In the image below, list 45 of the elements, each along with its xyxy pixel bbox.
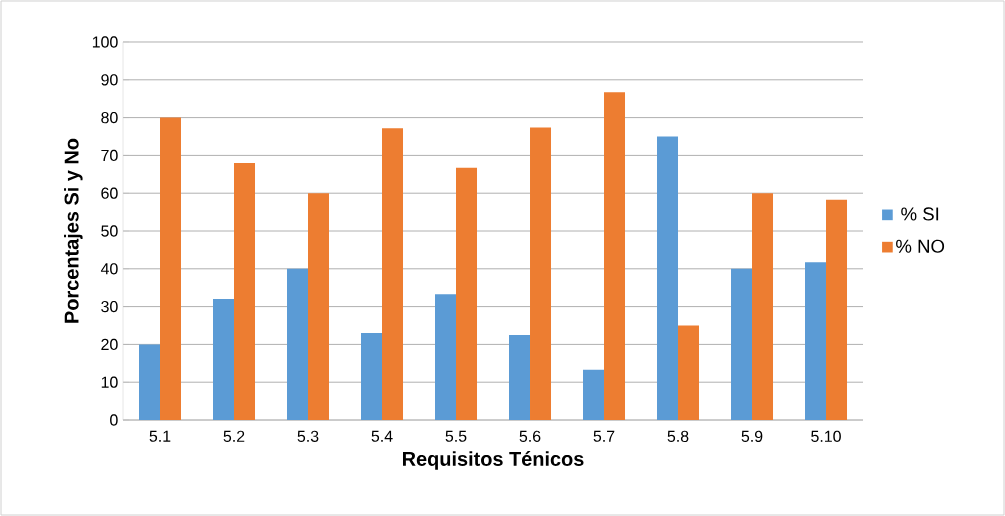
y-axis-title: Porcentajes Si y No <box>64 138 83 323</box>
x-tick-label: 5.1 <box>149 430 171 442</box>
bar <box>657 136 679 420</box>
x-tick-label: 5.8 <box>667 430 689 442</box>
bar <box>361 333 383 420</box>
bar <box>382 128 404 420</box>
bar <box>287 268 309 420</box>
bar <box>826 199 848 420</box>
y-tick-label: 10 <box>101 376 118 388</box>
x-tick-label: 5.3 <box>297 430 319 442</box>
y-tick-label: 60 <box>101 187 118 199</box>
bar <box>435 294 457 420</box>
bar <box>308 193 330 420</box>
bar <box>160 117 181 420</box>
legend-label: % NO <box>896 239 945 253</box>
y-tick-label: 70 <box>101 149 118 162</box>
x-tick-label: 5.9 <box>741 430 763 442</box>
bar <box>752 193 774 420</box>
bar <box>234 162 256 420</box>
y-tick-label: 0 <box>110 414 118 426</box>
bar <box>583 369 605 420</box>
x-tick-label: 5.10 <box>811 430 841 442</box>
y-tick-label: 90 <box>101 74 118 86</box>
x-tick-label: 5.4 <box>371 430 393 442</box>
y-tick-label: 30 <box>101 300 118 313</box>
x-tick-label: 5.2 <box>223 430 245 442</box>
bar <box>731 268 753 420</box>
bar <box>456 167 478 420</box>
x-tick-label: 5.7 <box>593 430 615 442</box>
y-tick-label: 100 <box>92 36 118 48</box>
legend-label: % SI <box>901 207 939 221</box>
bar <box>139 344 160 420</box>
y-tick-label: 20 <box>101 338 118 351</box>
bar <box>678 325 700 420</box>
bar <box>604 92 626 420</box>
x-tick-label: 5.6 <box>519 430 541 442</box>
bar <box>509 334 531 420</box>
x-tick-label: 5.5 <box>445 430 467 442</box>
y-tick-label: 50 <box>101 225 118 237</box>
x-axis-title: Requisitos Ténicos <box>403 451 584 470</box>
y-tick-label: 40 <box>100 263 118 275</box>
y-tick-label: 80 <box>101 111 118 124</box>
bar <box>805 262 827 420</box>
bar <box>530 127 552 420</box>
bar <box>213 299 235 420</box>
